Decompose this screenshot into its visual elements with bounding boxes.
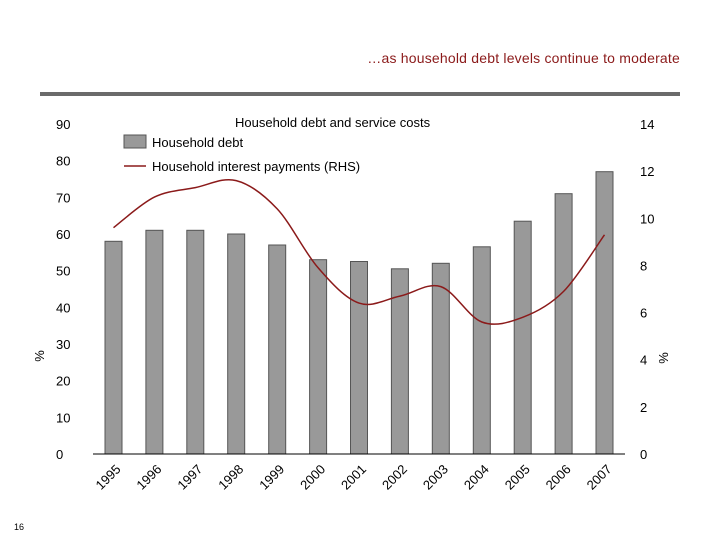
legend-label-interest-payments: Household interest payments (RHS)	[152, 159, 360, 174]
chart-title: Household debt and service costs	[235, 115, 431, 130]
bar-2001	[350, 261, 368, 455]
y-tick-50: 50	[56, 264, 70, 279]
line-layer	[113, 179, 606, 325]
x-tick-2003: 2003	[420, 462, 451, 493]
y2-tick-4: 4	[640, 353, 647, 368]
interest-payments-line	[113, 179, 606, 325]
bar-1997	[186, 229, 205, 455]
y-tick-60: 60	[56, 227, 70, 242]
left-axis-ticks: 0 10 20 30 40 50 60 70 80 90	[56, 117, 70, 462]
bar-2007	[595, 171, 614, 455]
heading-divider	[40, 92, 680, 96]
slide-heading: …as household debt levels continue to mo…	[367, 50, 680, 66]
bar-1998	[227, 233, 246, 455]
x-axis-ticks: 1995 1996 1997 1998 1999 2000 2001 2002 2003 2004…	[93, 462, 615, 493]
y-tick-20: 20	[56, 374, 70, 389]
x-tick-2007: 2007	[584, 462, 615, 493]
y-tick-90: 90	[56, 117, 70, 132]
y-tick-70: 70	[56, 190, 70, 205]
right-axis-ticks: 0 2 4 6 8 10 12 14	[640, 117, 654, 462]
x-tick-2005: 2005	[502, 462, 533, 493]
bar-1995	[104, 240, 123, 455]
x-tick-1999: 1999	[256, 462, 287, 493]
bar-2006	[554, 193, 573, 455]
x-tick-1998: 1998	[215, 462, 246, 493]
x-tick-1997: 1997	[174, 462, 205, 493]
bar-2005	[513, 220, 532, 455]
x-tick-2001: 2001	[338, 462, 369, 493]
x-tick-2000: 2000	[297, 462, 328, 493]
legend-label-household-debt: Household debt	[152, 135, 243, 150]
y2-tick-12: 12	[640, 164, 654, 179]
x-tick-2002: 2002	[379, 462, 410, 493]
y2-tick-2: 2	[640, 400, 647, 415]
x-tick-1996: 1996	[133, 462, 164, 493]
y2-tick-10: 10	[640, 211, 654, 226]
y-tick-40: 40	[56, 300, 70, 315]
bar-1996	[145, 229, 164, 455]
page-number: 16	[14, 522, 25, 532]
y-tick-0: 0	[56, 447, 63, 462]
bars-layer	[104, 171, 614, 455]
x-tick-2006: 2006	[543, 462, 574, 493]
y-tick-10: 10	[56, 410, 70, 425]
y2-tick-6: 6	[640, 306, 647, 321]
y2-tick-8: 8	[640, 258, 647, 273]
x-tick-1995: 1995	[93, 462, 124, 493]
y-tick-80: 80	[56, 154, 70, 169]
bar-1999	[268, 244, 287, 455]
y-tick-30: 30	[56, 337, 70, 352]
bar-2003	[431, 262, 450, 455]
bar-2004	[472, 246, 491, 455]
left-axis-unit: %	[32, 350, 47, 362]
right-axis-unit: %	[656, 352, 671, 364]
bar-2000	[309, 259, 328, 455]
x-tick-2004: 2004	[461, 462, 492, 493]
y2-tick-0: 0	[640, 447, 647, 462]
y2-tick-14: 14	[640, 117, 654, 132]
legend-swatch-bar	[123, 134, 147, 149]
